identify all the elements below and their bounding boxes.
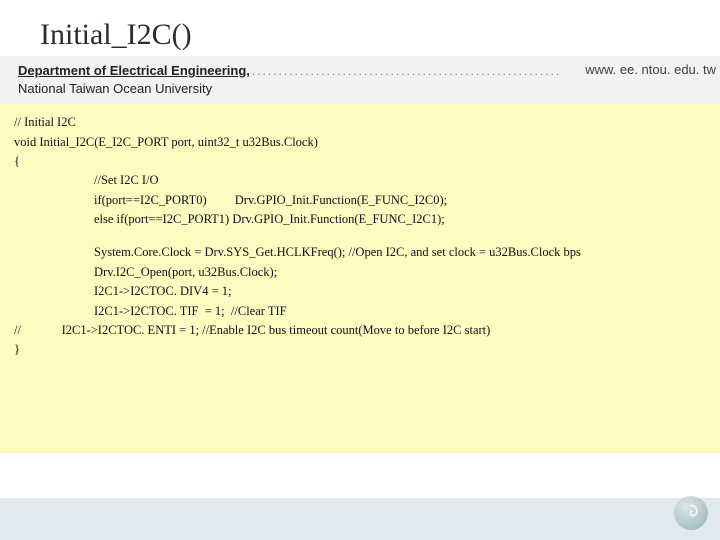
code-line: Drv.I2C_Open(port, u32Bus.Clock); xyxy=(14,263,706,282)
blank-line xyxy=(14,229,706,243)
swirl-icon xyxy=(681,503,701,523)
code-line: } xyxy=(14,340,706,359)
footer-band xyxy=(0,498,720,540)
header-band: Department of Electrical Engineering,...… xyxy=(0,56,720,103)
code-line: I2C1->I2CTOC. TIF = 1; //Clear TIF xyxy=(14,302,706,321)
department-line2: National Taiwan Ocean University xyxy=(18,81,212,96)
slide-title: Initial_I2C() xyxy=(40,18,720,52)
code-line: // Initial I2C xyxy=(14,113,706,132)
code-line: // I2C1->I2CTOC. ENTI = 1; //Enable I2C … xyxy=(14,321,706,340)
code-line: System.Core.Clock = Drv.SYS_Get.HCLKFreq… xyxy=(14,243,706,262)
code-line: if(port==I2C_PORT0) Drv.GPIO_Init.Functi… xyxy=(14,191,706,210)
department-line1: Department of Electrical Engineering, xyxy=(18,62,250,80)
code-line: void Initial_I2C(E_I2C_PORT port, uint32… xyxy=(14,133,706,152)
slide-title-area: Initial_I2C() xyxy=(0,0,720,56)
separator-dots: ........................................… xyxy=(252,63,561,79)
code-block: // Initial I2Cvoid Initial_I2C(E_I2C_POR… xyxy=(0,103,720,453)
code-line: { xyxy=(14,152,706,171)
code-line: //Set I2C I/O xyxy=(14,171,706,190)
code-line: else if(port==I2C_PORT1) Drv.GPIO_Init.F… xyxy=(14,210,706,229)
code-line: I2C1->I2CTOC. DIV4 = 1; xyxy=(14,282,706,301)
website-url: www. ee. ntou. edu. tw xyxy=(585,62,716,77)
department-block: Department of Electrical Engineering,...… xyxy=(18,62,561,97)
org-logo xyxy=(674,496,708,530)
